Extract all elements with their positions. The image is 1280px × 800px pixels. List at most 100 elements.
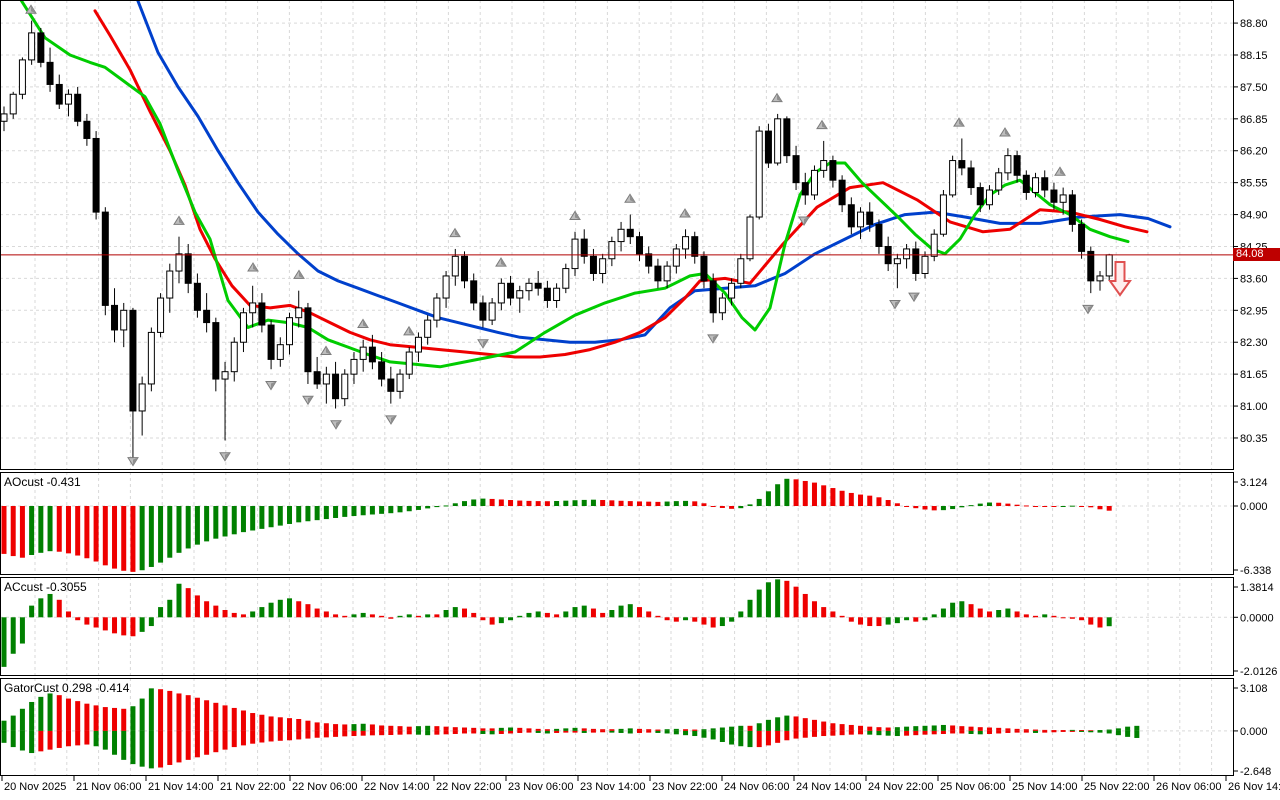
aocust-bar: [415, 506, 421, 510]
gatorcust-bar: [1097, 730, 1103, 732]
time-axis-label: 23 Nov 22:00: [652, 781, 717, 793]
aocust-bar: [1097, 506, 1103, 510]
candle-body: [599, 258, 607, 274]
gatorcust-bar: [194, 730, 200, 758]
fractal-shade: [455, 228, 460, 237]
fractal-down-icon: [385, 415, 397, 425]
aocust-bar: [793, 479, 799, 507]
accust-bar: [498, 617, 504, 624]
gatorcust-bar: [627, 728, 633, 731]
aocust-bar: [554, 500, 560, 507]
candle-body: [635, 236, 643, 255]
aocust-bar: [885, 500, 891, 507]
gatorcust-bar: [885, 727, 891, 731]
aocust-bar: [342, 506, 348, 517]
candle-body: [1041, 177, 1049, 191]
aocust-bar: [830, 488, 836, 507]
gatorcust-bar: [821, 721, 827, 731]
accust-bar: [544, 612, 550, 618]
time-axis-label: 24 Nov 14:00: [796, 781, 861, 793]
gatorcust-panel-bg[interactable]: [0, 678, 1233, 776]
time-axis-group[interactable]: 20 Nov 2025 21 Nov 06:00 21 Nov 14:00 21 No…: [1, 776, 1280, 793]
accust-bar: [213, 605, 219, 618]
candle-body: [525, 282, 533, 292]
gatorcust-bar: [775, 730, 781, 743]
gatorcust-bar: [471, 730, 477, 734]
gatorcust-bar: [167, 730, 173, 765]
gatorcust-bar: [185, 730, 191, 760]
candle-body: [424, 319, 432, 338]
accust-bar: [452, 607, 458, 618]
accust-bar: [784, 580, 790, 618]
accust-bar: [305, 604, 311, 618]
candle-body: [893, 258, 901, 265]
candle-body: [322, 373, 330, 385]
price-axis-group[interactable]: 88.8088.1587.5086.8586.2085.5584.9084.25…: [1233, 18, 1277, 778]
aocust-bar: [986, 502, 992, 507]
aocust-bar: [222, 506, 228, 537]
gatorcust-bar: [130, 730, 136, 765]
accust-bar: [38, 598, 44, 618]
aocust-bar: [194, 506, 200, 545]
fractal-shade: [804, 217, 809, 226]
main-panel-bg[interactable]: [0, 0, 1233, 470]
gatorcust-bar: [646, 730, 652, 733]
aocust-panel-bg[interactable]: [0, 472, 1233, 575]
panel-border: [0, 577, 1234, 676]
accust-panel-bg[interactable]: [0, 577, 1233, 676]
candle-body: [507, 282, 515, 299]
aocust-bar: [47, 506, 53, 552]
aocust-bar: [29, 506, 35, 555]
gatorcust-bar: [830, 730, 836, 736]
gatorcust-bar: [839, 724, 845, 731]
gatorcust-bar: [158, 689, 164, 731]
gatorcust-bar: [922, 725, 928, 731]
alligator-lips-line: [19, 0, 1130, 369]
gatorcust-bar: [968, 730, 974, 734]
candle-body: [341, 373, 349, 400]
gatorcust-bar: [729, 726, 735, 731]
gatorcust-bar: [351, 730, 357, 737]
aocust-bar: [240, 506, 246, 533]
aocust-bar: [1042, 506, 1048, 508]
time-axis-label: 26 Nov 14:00: [1228, 781, 1280, 793]
accust-bar: [443, 610, 449, 618]
indicator-scale-label: 3.108: [1240, 683, 1268, 695]
time-axis-label: 24 Nov 22:00: [868, 781, 933, 793]
accust-bar: [231, 612, 237, 618]
gatorcust-bar: [756, 723, 762, 731]
price-axis-label: 87.50: [1240, 82, 1268, 94]
gatorcust-bar: [434, 726, 440, 731]
accust-bar: [517, 615, 523, 618]
accust-bar: [683, 617, 689, 621]
aocust-bar: [369, 506, 375, 515]
fractal-up-icon: [495, 257, 507, 267]
gatorcust-bar: [397, 730, 403, 735]
price-axis-label: 83.60: [1240, 273, 1268, 285]
gatorcust-bar: [664, 730, 670, 734]
aocust-bar: [894, 503, 900, 507]
gatorcust-bar: [388, 730, 394, 736]
accust-bar: [931, 614, 937, 618]
candle-body: [1105, 254, 1113, 277]
accust-bar: [600, 612, 606, 618]
fractal-up-icon: [357, 318, 369, 328]
candle-body: [543, 287, 551, 301]
accust-bar: [609, 610, 615, 618]
accust-bar: [1051, 615, 1057, 618]
gatorcust-bar: [738, 725, 744, 731]
gatorcust-bar: [213, 702, 219, 731]
indicator-label-aocust: AOcust -0.431: [4, 475, 81, 489]
fractal-shade: [299, 270, 304, 279]
price-axis-label: 88.15: [1240, 50, 1268, 62]
candle-body: [903, 248, 911, 260]
gatorcust-bar: [554, 730, 560, 733]
accust-bar: [1, 617, 7, 667]
accust-bar: [950, 602, 956, 618]
aocust-bar: [1005, 503, 1011, 507]
gatorcust-bar: [93, 730, 99, 747]
gatorcust-bar: [498, 730, 504, 734]
fractal-down-icon: [1082, 304, 1094, 315]
candle-body: [1013, 155, 1021, 176]
